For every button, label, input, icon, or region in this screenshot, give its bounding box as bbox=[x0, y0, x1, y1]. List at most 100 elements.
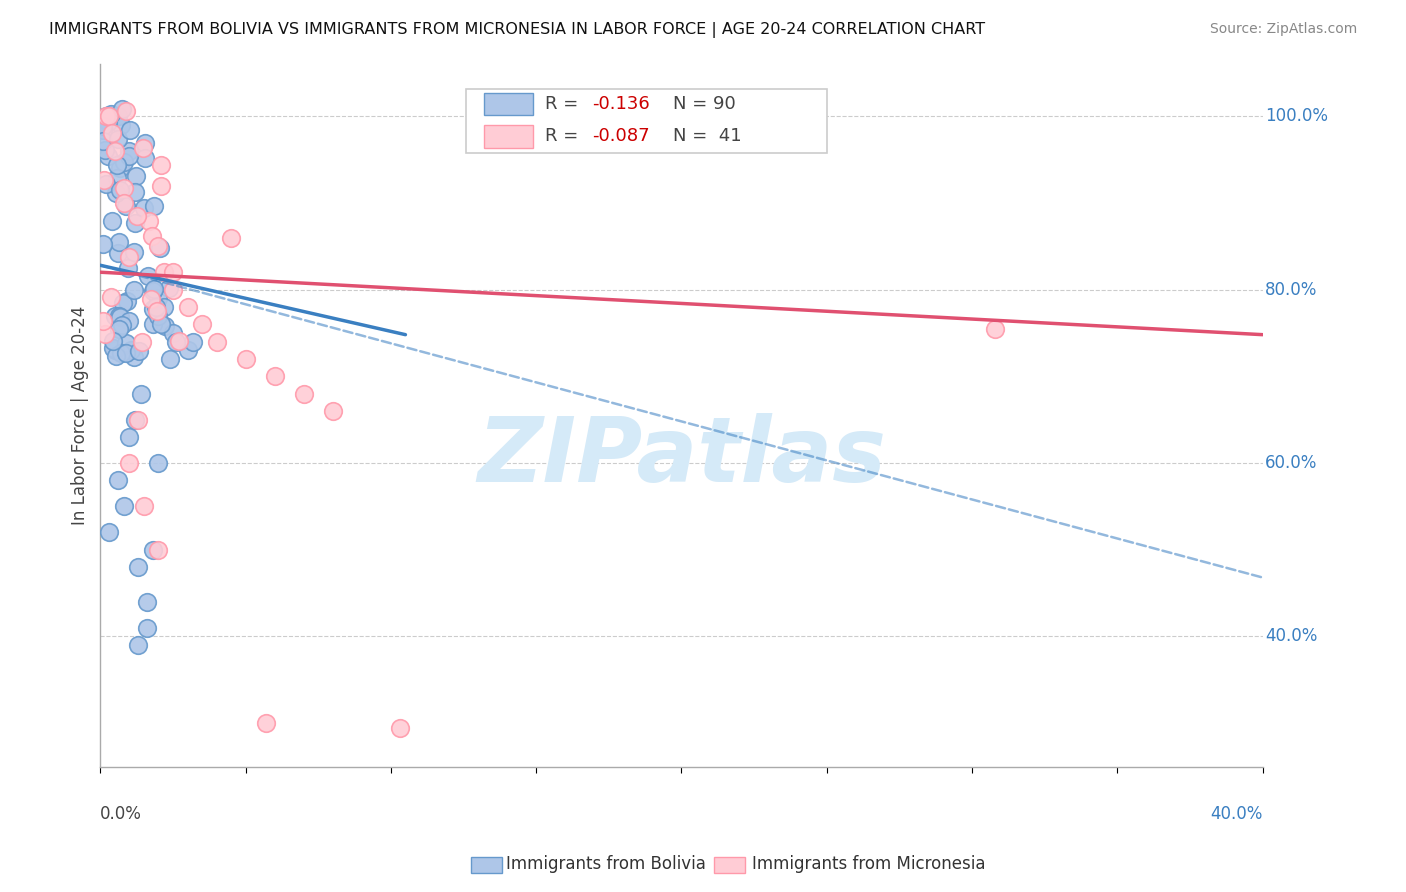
Point bbox=[135, 595, 157, 609]
Point bbox=[96, 177, 118, 191]
Point bbox=[105, 171, 128, 186]
Point bbox=[292, 386, 315, 401]
Point bbox=[96, 109, 118, 123]
Point bbox=[135, 621, 157, 635]
Point bbox=[169, 334, 191, 348]
Point bbox=[148, 241, 170, 255]
Point bbox=[101, 213, 124, 227]
Point bbox=[114, 346, 136, 360]
Text: R =: R = bbox=[546, 95, 585, 113]
Point bbox=[153, 300, 176, 314]
Point bbox=[141, 228, 163, 243]
Point bbox=[134, 152, 156, 166]
Point bbox=[142, 542, 165, 557]
Point bbox=[149, 179, 172, 194]
Text: R =: R = bbox=[546, 128, 585, 145]
Point bbox=[100, 290, 122, 304]
Point bbox=[108, 310, 131, 324]
Point bbox=[322, 404, 344, 418]
Point bbox=[235, 351, 257, 366]
Point bbox=[107, 109, 129, 123]
Text: IMMIGRANTS FROM BOLIVIA VS IMMIGRANTS FROM MICRONESIA IN LABOR FORCE | AGE 20-24: IMMIGRANTS FROM BOLIVIA VS IMMIGRANTS FR… bbox=[49, 22, 986, 38]
Point bbox=[127, 638, 149, 652]
Point bbox=[101, 109, 124, 123]
Point bbox=[134, 201, 156, 215]
Text: 0.0%: 0.0% bbox=[100, 805, 142, 823]
Point bbox=[91, 236, 114, 251]
Text: Immigrants from Micronesia: Immigrants from Micronesia bbox=[752, 855, 986, 873]
Point bbox=[263, 369, 285, 384]
Point bbox=[104, 349, 127, 363]
Bar bbox=[484, 93, 533, 115]
Point bbox=[254, 716, 277, 731]
Point bbox=[103, 334, 125, 348]
Point bbox=[112, 155, 135, 169]
Point bbox=[124, 185, 146, 199]
Point bbox=[115, 199, 138, 213]
Point bbox=[107, 158, 129, 172]
Point bbox=[104, 310, 127, 324]
Point bbox=[108, 321, 131, 335]
Text: Immigrants from Bolivia: Immigrants from Bolivia bbox=[506, 855, 706, 873]
Point bbox=[129, 386, 152, 401]
Point bbox=[107, 246, 129, 260]
Point bbox=[91, 314, 114, 328]
Point bbox=[148, 542, 170, 557]
Bar bbox=[484, 125, 533, 148]
Point bbox=[136, 268, 159, 283]
Point bbox=[108, 161, 131, 175]
Point bbox=[104, 186, 127, 201]
Point bbox=[149, 158, 172, 172]
Point bbox=[110, 118, 132, 132]
Point bbox=[124, 412, 146, 426]
Point bbox=[98, 109, 121, 123]
Point bbox=[138, 214, 160, 228]
Point bbox=[93, 173, 115, 187]
Point bbox=[127, 560, 149, 574]
Point bbox=[191, 318, 214, 332]
Point bbox=[118, 314, 141, 328]
Point bbox=[101, 127, 124, 141]
Point bbox=[388, 721, 411, 735]
Text: ZIPatlas: ZIPatlas bbox=[477, 414, 886, 501]
Point bbox=[120, 343, 142, 357]
Point bbox=[107, 235, 129, 250]
Point bbox=[153, 265, 176, 279]
Point bbox=[162, 265, 184, 279]
Point bbox=[111, 295, 134, 310]
Point bbox=[104, 343, 127, 358]
Point bbox=[96, 109, 118, 123]
Point bbox=[112, 181, 135, 195]
Point bbox=[110, 103, 132, 117]
Point bbox=[176, 300, 198, 314]
Point bbox=[148, 239, 170, 253]
Y-axis label: In Labor Force | Age 20-24: In Labor Force | Age 20-24 bbox=[72, 306, 89, 525]
FancyBboxPatch shape bbox=[467, 88, 827, 153]
Text: N = 90: N = 90 bbox=[673, 95, 737, 113]
Point bbox=[118, 430, 141, 444]
Point bbox=[97, 149, 120, 163]
Point bbox=[127, 412, 149, 426]
Point bbox=[91, 119, 114, 133]
Point bbox=[162, 326, 184, 340]
Point bbox=[91, 123, 114, 137]
Text: 80.0%: 80.0% bbox=[1265, 281, 1317, 299]
Point bbox=[157, 281, 180, 295]
Point bbox=[120, 123, 142, 137]
Point bbox=[125, 169, 148, 183]
Point bbox=[148, 309, 170, 323]
Point bbox=[118, 250, 141, 264]
Point bbox=[128, 344, 150, 359]
Point bbox=[124, 216, 146, 230]
Point bbox=[146, 291, 169, 305]
Point bbox=[104, 144, 127, 158]
Text: 60.0%: 60.0% bbox=[1265, 454, 1317, 472]
Point bbox=[122, 350, 145, 364]
Point bbox=[159, 351, 181, 366]
Point bbox=[125, 209, 148, 223]
Point bbox=[107, 132, 129, 146]
Text: Source: ZipAtlas.com: Source: ZipAtlas.com bbox=[1209, 22, 1357, 37]
Text: -0.136: -0.136 bbox=[592, 95, 650, 113]
Point bbox=[165, 334, 187, 349]
Point bbox=[114, 335, 136, 350]
